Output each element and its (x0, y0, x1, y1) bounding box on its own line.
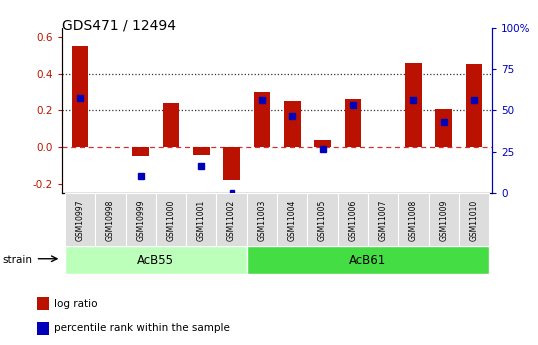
Bar (247, 246, 489, 274)
Text: GSM11007: GSM11007 (379, 199, 388, 240)
Bar (284, 101, 301, 147)
Text: percentile rank within the sample: percentile rank within the sample (54, 323, 229, 333)
Text: AcB55: AcB55 (137, 254, 174, 267)
Bar (37, 322, 49, 335)
Bar (435, 109, 452, 147)
Bar (459, 193, 489, 247)
Bar (162, 103, 179, 147)
Text: GSM11000: GSM11000 (166, 199, 175, 240)
Bar (368, 193, 398, 247)
Text: GSM10997: GSM10997 (75, 199, 84, 241)
Text: GSM11010: GSM11010 (470, 199, 479, 240)
Text: GDS471 / 12494: GDS471 / 12494 (62, 19, 176, 33)
Bar (338, 193, 368, 247)
Bar (223, 147, 240, 180)
Text: GSM11002: GSM11002 (227, 199, 236, 240)
Text: AcB61: AcB61 (349, 254, 387, 267)
Bar (186, 193, 216, 247)
Bar (466, 65, 483, 147)
Bar (156, 193, 186, 247)
Text: GSM11005: GSM11005 (318, 199, 327, 240)
Text: GSM11001: GSM11001 (197, 199, 206, 240)
Bar (307, 193, 338, 247)
Bar (216, 193, 247, 247)
Bar (72, 46, 88, 147)
Text: strain: strain (3, 256, 33, 265)
Text: log ratio: log ratio (54, 298, 97, 308)
Bar (398, 193, 429, 247)
Text: GSM11008: GSM11008 (409, 199, 418, 240)
Bar (37, 297, 49, 310)
Bar (132, 147, 149, 156)
Text: GSM10999: GSM10999 (136, 199, 145, 241)
Text: GSM11003: GSM11003 (257, 199, 266, 240)
Text: GSM11009: GSM11009 (439, 199, 448, 240)
Text: GSM11006: GSM11006 (348, 199, 357, 240)
Bar (65, 193, 95, 247)
Text: GSM11004: GSM11004 (288, 199, 297, 240)
Bar (247, 193, 277, 247)
Text: GSM10998: GSM10998 (106, 199, 115, 240)
Bar (65, 246, 247, 274)
Bar (193, 147, 210, 155)
Bar (344, 99, 361, 147)
Bar (429, 193, 459, 247)
Bar (253, 92, 270, 147)
Bar (277, 193, 307, 247)
Bar (405, 62, 422, 147)
Bar (314, 140, 331, 147)
Bar (95, 193, 125, 247)
Bar (125, 193, 156, 247)
